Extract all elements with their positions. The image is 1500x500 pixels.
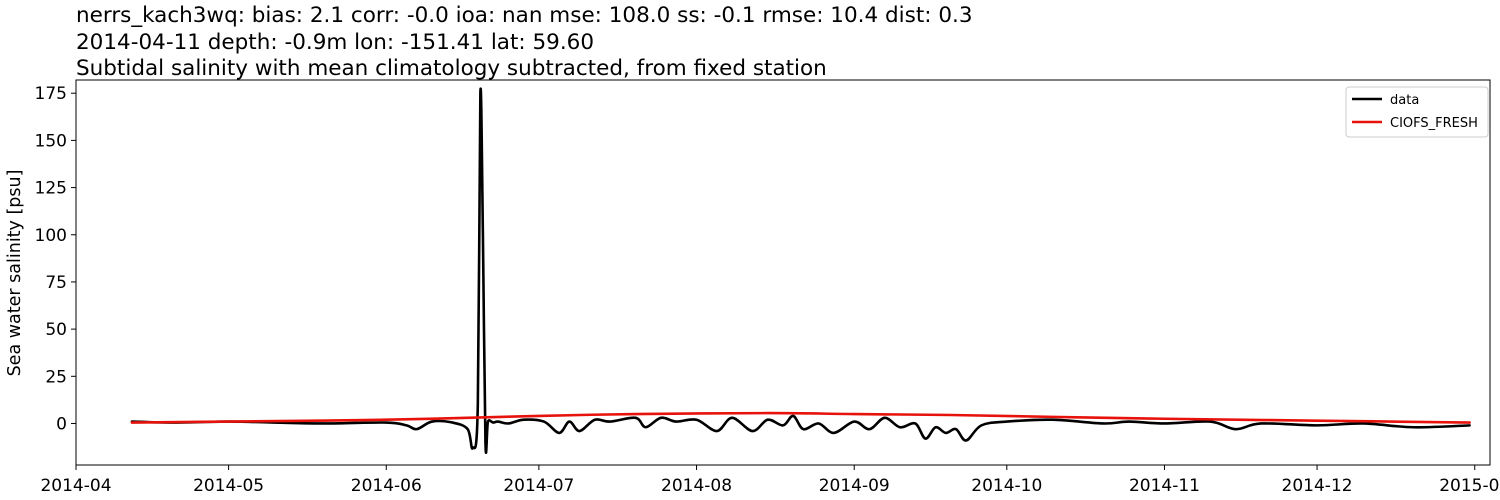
x-tick-label: 2014-05 — [193, 476, 264, 496]
x-tick-label: 2014-04 — [40, 476, 111, 496]
legend-label-data: data — [1390, 93, 1419, 108]
x-tick-label: 2014-11 — [1129, 476, 1200, 496]
chart-title-line-2: 2014-04-11 depth: -0.9m lon: -151.41 lat… — [76, 30, 594, 55]
x-tick-label: 2015-01 — [1439, 476, 1500, 496]
y-tick-label: 75 — [45, 273, 67, 293]
y-tick-label: 0 — [56, 414, 67, 434]
chart-title-line-3: Subtidal salinity with mean climatology … — [76, 56, 827, 81]
y-tick-label: 100 — [35, 226, 67, 246]
series-line-data — [130, 87, 1471, 454]
legend-label-ciofs: CIOFS_FRESH — [1390, 116, 1478, 131]
plot-area — [130, 87, 1471, 454]
y-tick-label: 25 — [45, 367, 67, 387]
x-tick-label: 2014-12 — [1282, 476, 1353, 496]
x-tick-label: 2014-07 — [503, 476, 574, 496]
legend: data CIOFS_FRESH — [1345, 86, 1489, 138]
y-tick-label: 125 — [35, 179, 67, 199]
y-tick-label: 150 — [35, 131, 67, 151]
y-tick-label: 50 — [45, 320, 67, 340]
x-tick-label: 2014-09 — [819, 476, 890, 496]
y-axis-label: Sea water salinity [psu] — [5, 170, 25, 377]
x-tick-label: 2014-06 — [351, 476, 422, 496]
series-line-ciofs-fresh — [130, 411, 1471, 424]
plot-frame — [75, 79, 1491, 466]
x-tick-label: 2014-08 — [661, 476, 732, 496]
chart-title-line-1: nerrs_kach3wq: bias: 2.1 corr: -0.0 ioa:… — [76, 3, 973, 28]
axes: 0 25 50 75 100 125 150 175 2014-04 2014-05 2014-06… — [35, 79, 1500, 496]
x-tick-label: 2014-10 — [971, 476, 1042, 496]
y-tick-label: 175 — [35, 84, 67, 104]
